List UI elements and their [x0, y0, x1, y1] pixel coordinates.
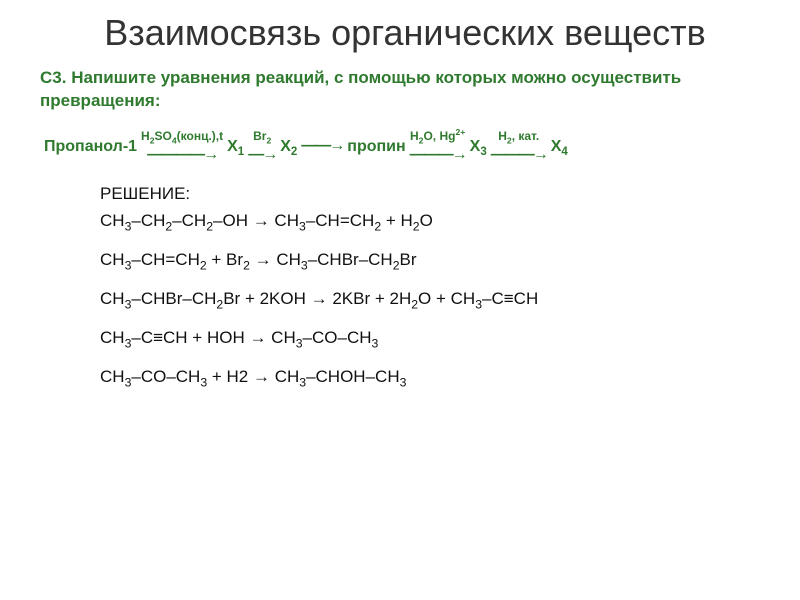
scheme-step-1: Br2 —→: [248, 127, 276, 167]
equation-3: CH3–C≡CH + HOH → CH3–CO–CH3: [100, 327, 770, 350]
page-title: Взаимосвязь органических веществ: [40, 12, 770, 53]
scheme-step-4: H2, кат. ———→: [491, 127, 547, 167]
solution-block: РЕШЕНИЕ: CH3–CH2–CH2–OH → CH3–CH=CH2 + H…: [40, 183, 770, 389]
arrow-icon: ———→: [410, 143, 466, 167]
reaction-scheme: Пропанол-1 H2SO4(конц.),t ————→ X1 Br2 —…: [40, 127, 770, 167]
scheme-node-1: X2: [276, 135, 301, 159]
scheme-step-0: H2SO4(конц.),t ————→: [141, 127, 223, 167]
scheme-node-2: пропин: [343, 135, 409, 159]
scheme-node-0: X1: [223, 135, 248, 159]
equation-1: CH3–CH=CH2 + Br2 → CH3–CHBr–CH2Br: [100, 249, 770, 272]
scheme-step-3: H2O, Hg2+ ———→: [410, 127, 466, 167]
task-body: Напишите уравнения реакций, с помощью ко…: [40, 68, 681, 110]
arrow-icon: ————→: [147, 143, 217, 167]
arrow-icon: —→: [248, 143, 276, 167]
scheme-step-2: ——→: [301, 136, 343, 158]
scheme-node-3: X3: [466, 135, 491, 159]
scheme-start: Пропанол-1: [40, 135, 141, 159]
scheme-row: Пропанол-1 H2SO4(конц.),t ————→ X1 Br2 —…: [40, 127, 770, 167]
scheme-node-4: X4: [547, 135, 572, 159]
task-prefix: С3.: [40, 68, 66, 87]
equation-2: CH3–CHBr–CH2Br + 2KOH → 2KBr + 2H2O + CH…: [100, 288, 770, 311]
equation-0: CH3–CH2–CH2–OH → CH3–CH=CH2 + H2O: [100, 210, 770, 233]
arrow-icon: ———→: [491, 143, 547, 167]
arrow-icon: ——→: [301, 134, 343, 158]
task-text: С3. Напишите уравнения реакций, с помощь…: [40, 67, 770, 113]
equation-4: CH3–CO–CH3 + H2 → CH3–CHOH–CH3: [100, 366, 770, 389]
solution-label: РЕШЕНИЕ:: [100, 183, 770, 206]
